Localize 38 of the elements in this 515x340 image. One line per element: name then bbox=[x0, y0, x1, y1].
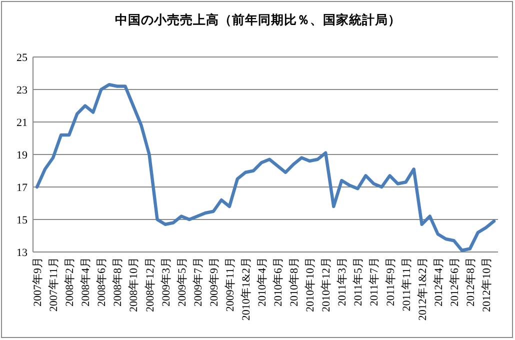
x-tick-label: 2008年8月 bbox=[112, 257, 124, 306]
x-tick-label: 2012年8月 bbox=[464, 257, 477, 306]
x-tick-label: 2009年9月 bbox=[208, 257, 220, 306]
x-tick-label: 2010年1&2月 bbox=[240, 257, 252, 321]
x-tick-label: 2012年10月 bbox=[480, 257, 493, 312]
x-tick-label: 2007年9月 bbox=[32, 257, 44, 306]
x-tick-label: 2009年7月 bbox=[192, 257, 204, 306]
x-tick-label: 2008年4月 bbox=[80, 257, 92, 306]
y-tick-label: 15 bbox=[16, 214, 28, 226]
y-tick-label: 19 bbox=[16, 150, 28, 162]
x-tick-label: 2009年5月 bbox=[176, 257, 188, 306]
x-tick-label: 2011年7月 bbox=[368, 257, 381, 306]
y-tick-label: 25 bbox=[16, 52, 28, 64]
x-tick-label: 2008年2月 bbox=[64, 257, 76, 306]
x-tick-label: 2011年5月 bbox=[352, 257, 365, 306]
y-tick-label: 21 bbox=[16, 117, 28, 129]
x-tick-label: 2010年4月 bbox=[256, 257, 268, 306]
y-tick-label: 23 bbox=[16, 84, 28, 96]
chart-title: 中国の小売売上高（前年同期比％、国家統計局） bbox=[115, 12, 401, 27]
x-tick-label: 2010年10月 bbox=[304, 257, 317, 312]
y-tick-label: 17 bbox=[16, 182, 28, 194]
x-tick-label: 2008年10月 bbox=[128, 257, 140, 312]
x-tick-label: 2012年6月 bbox=[448, 257, 461, 306]
x-tick-label: 2010年8月 bbox=[288, 257, 301, 306]
line-series bbox=[35, 83, 496, 252]
x-tick-label: 2012年1&2月 bbox=[416, 257, 429, 321]
x-tick-label: 2011年9月 bbox=[384, 257, 397, 306]
x-tick-label: 2011年3月 bbox=[336, 257, 349, 306]
x-tick-label: 2010年12月 bbox=[320, 257, 333, 312]
x-tick-label: 2011年11月 bbox=[400, 257, 413, 312]
x-tick-label: 2012年4月 bbox=[432, 257, 445, 306]
x-tick-label: 2008年6月 bbox=[96, 257, 108, 306]
x-tick-label: 2009年3月 bbox=[160, 257, 172, 306]
x-tick-label: 2009年11月 bbox=[224, 257, 236, 312]
y-tick-label: 13 bbox=[16, 247, 28, 259]
x-tick-label: 2008年12月 bbox=[144, 257, 156, 312]
x-tick-label: 2007年11月 bbox=[48, 257, 60, 312]
x-tick-label: 2010年6月 bbox=[272, 257, 285, 306]
